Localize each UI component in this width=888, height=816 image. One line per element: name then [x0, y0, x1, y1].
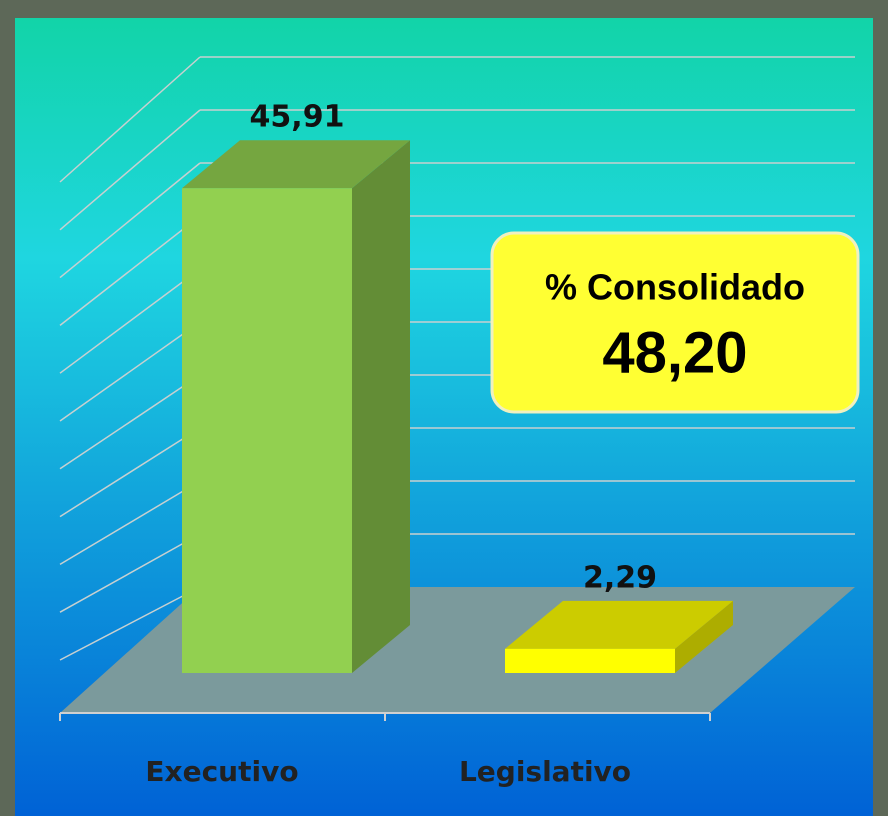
grid-line-side — [59, 321, 201, 422]
bar-top — [505, 600, 733, 649]
grid-line-side — [59, 268, 201, 374]
x-tick-label: Legislativo — [459, 755, 631, 788]
grid-line-side — [59, 480, 201, 566]
annotation-box — [490, 231, 860, 414]
grid-line-side — [59, 427, 201, 518]
grid-line-side — [59, 109, 201, 231]
bar — [505, 648, 675, 673]
grid-line-side — [59, 162, 201, 279]
grid-line-side — [59, 56, 201, 183]
data-label: 2,29 — [583, 560, 657, 595]
grid-line-side — [59, 586, 201, 661]
bar — [182, 188, 352, 673]
grid-line-side — [59, 533, 201, 613]
grid-line-side — [59, 374, 201, 470]
x-tick-label: Executivo — [145, 755, 298, 788]
bar-side — [352, 140, 410, 673]
grid-line-side — [59, 215, 201, 326]
annotation-value: 48,20 — [602, 320, 747, 385]
annotation-title: % Consolidado — [545, 267, 805, 308]
marks: 45,91 Executivo 2,29 Legislativo — [145, 100, 733, 788]
data-label: 45,91 — [250, 100, 345, 135]
bar-top — [182, 140, 410, 189]
bar-side — [675, 600, 733, 673]
